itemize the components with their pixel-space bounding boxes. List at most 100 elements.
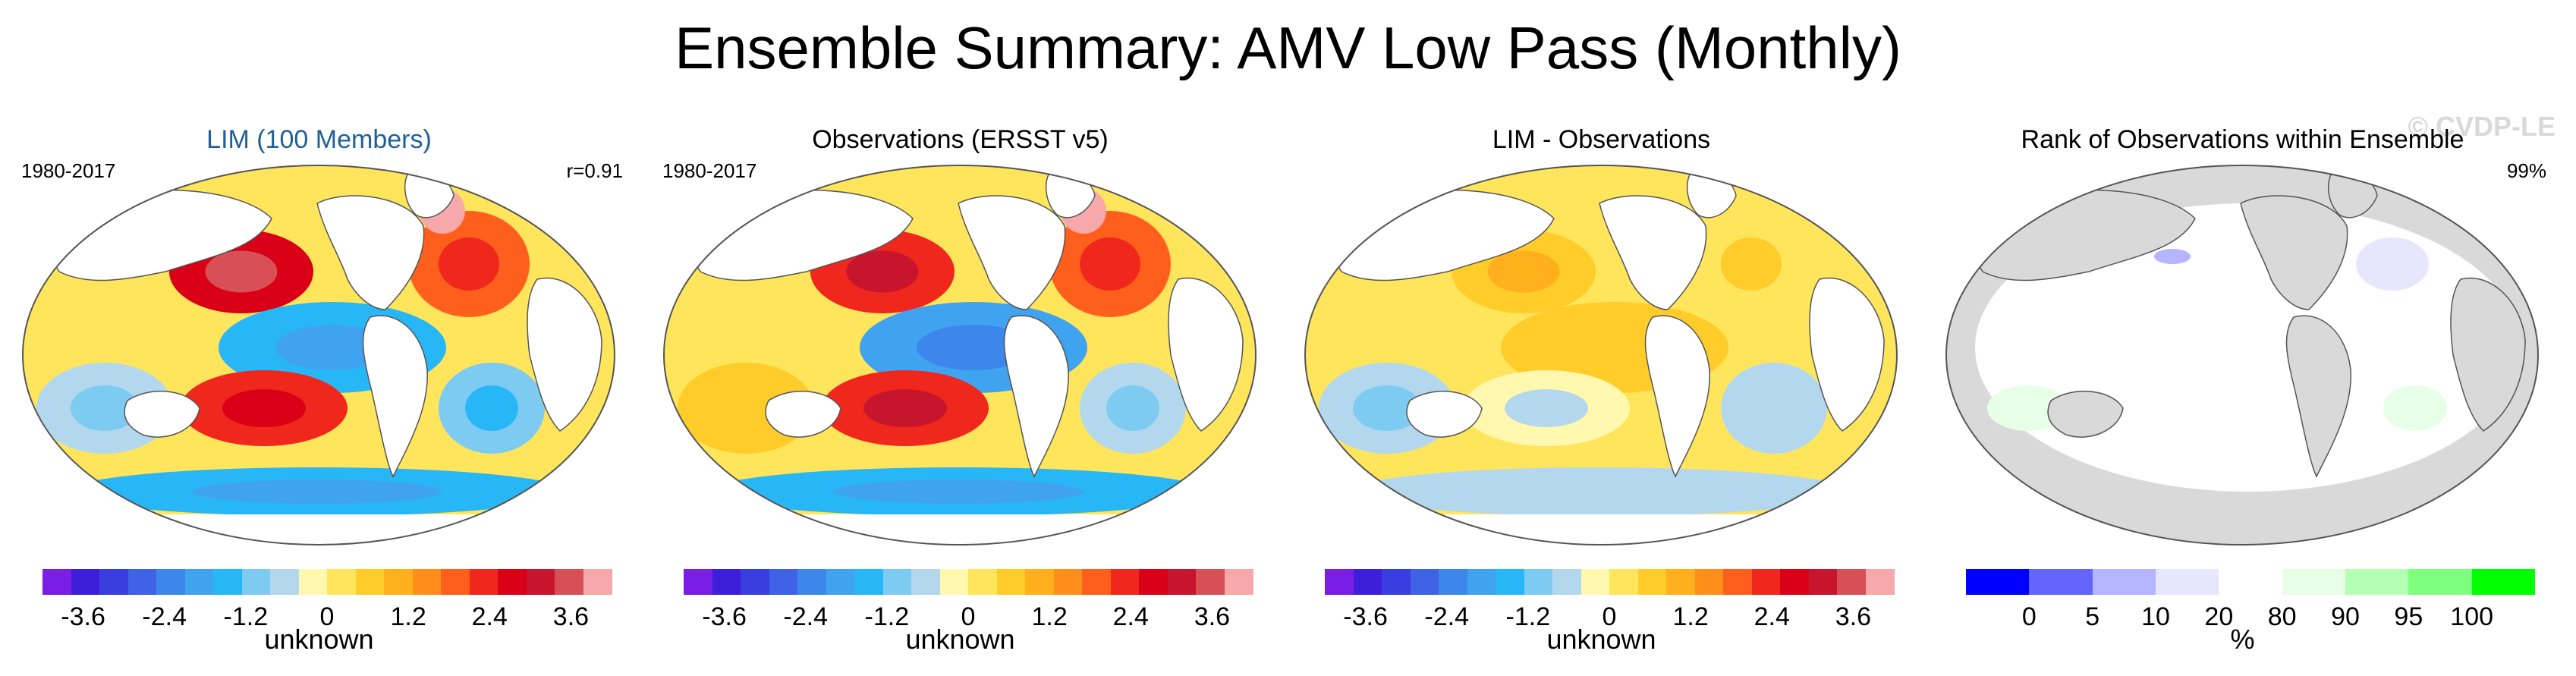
africa-land [527, 277, 602, 432]
colorbar-segment [939, 569, 969, 595]
region-core [1558, 325, 1672, 370]
colorbar-label: % [2230, 624, 2255, 655]
colorbar-segment [1382, 569, 1411, 595]
colorbar-tick-label: 2.4 [1112, 602, 1149, 631]
region-core [71, 385, 139, 431]
colorbar-segment [327, 569, 356, 595]
colorbar-segment [1053, 569, 1083, 595]
colorbar-tick-label: 2.4 [471, 602, 508, 631]
antarctica [1305, 514, 1897, 545]
australia-land [1406, 391, 1483, 438]
colorbar-segment [384, 569, 413, 595]
colorbar-tick-label: 5 [2085, 602, 2100, 631]
colorbar-segment [1666, 569, 1695, 595]
map-border [1945, 165, 2539, 546]
panel-title: LIM (100 Members) [206, 125, 432, 154]
colorbar-segment [1196, 569, 1225, 595]
map-border [22, 165, 615, 546]
map-lim [22, 165, 615, 546]
colorbar-segment [1966, 569, 2030, 595]
colorbar-segment [2282, 569, 2346, 595]
region-core [846, 250, 919, 293]
colorbar-segment [2471, 569, 2536, 595]
colorbar-segment [968, 569, 997, 595]
colorbar-tick-label: 0 [1602, 602, 1617, 631]
colorbar-segment [854, 569, 883, 595]
region-core [439, 237, 499, 291]
colorbar-segment [583, 569, 612, 595]
region-kuroshio [2154, 249, 2191, 264]
colorbar-tick-label: -2.4 [142, 602, 187, 631]
south-america-land [2285, 315, 2351, 478]
colorbar-segment [298, 569, 328, 595]
region-core [465, 385, 518, 431]
colorbar-segment [741, 569, 769, 595]
colorbar-segment [2029, 569, 2093, 595]
colorbar-segment [1751, 569, 1781, 595]
map-border [1304, 165, 1898, 546]
colorbar-segment [2345, 569, 2409, 595]
correlation-label: r=0.91 [566, 159, 623, 182]
region-core [1106, 385, 1159, 431]
map-difference [1304, 165, 1898, 546]
colorbar-segment [769, 569, 798, 595]
colorbar-tick-label: 95 [2394, 602, 2423, 631]
panel-title: LIM - Observations [1492, 125, 1711, 154]
colorbar-tick-label: 90 [2331, 602, 2360, 631]
colorbar-segment [882, 569, 912, 595]
australia-land [765, 391, 841, 438]
africa-land [1168, 277, 1244, 432]
colorbar-tick-label: -1.2 [1505, 602, 1551, 631]
region-core [712, 385, 780, 431]
map-observations [663, 165, 1257, 546]
colorbar-segment [469, 569, 499, 595]
colorbar-label: unknown [905, 624, 1015, 655]
colorbar-segment [1609, 569, 1638, 595]
colorbar-tick-label: 80 [2267, 602, 2297, 631]
colorbar-segment [1723, 569, 1752, 595]
colorbar-tick-label: 100 [2450, 602, 2494, 631]
colorbar-segment [213, 569, 242, 595]
colorbar-segment [1224, 569, 1253, 595]
colorbar-segment [1353, 569, 1382, 595]
region-core [205, 250, 278, 293]
colorbar-segment [1837, 569, 1866, 595]
panel-rank: © CVDP-LE Rank of Observations within En… [1930, 111, 2556, 675]
region-north-atlantic [2356, 237, 2429, 291]
colorbar: -3.6 -2.4 -1.2 0 1.2 2.4 3.6 [684, 569, 1253, 637]
australia-land [124, 391, 200, 438]
colorbar-segment [1780, 569, 1809, 595]
colorbar-segment [797, 569, 826, 595]
north-america-land [958, 195, 1066, 310]
region-core [1721, 237, 1782, 291]
colorbar-tick-label: -1.2 [223, 602, 269, 631]
south-america-land [362, 315, 428, 478]
region-core [833, 479, 1084, 504]
colorbar-segment [684, 569, 712, 595]
colorbar-tick-label: 2.4 [1754, 602, 1790, 631]
colorbar-label: unknown [264, 624, 374, 655]
map-rank [1945, 165, 2539, 546]
colorbar-segment [1410, 569, 1439, 595]
map-border [663, 165, 1257, 546]
period-label: 1980-2017 [21, 159, 116, 182]
panel-observations: Observations (ERSST v5) 1980-2017 -3.6 -2… [647, 114, 1273, 675]
colorbar: -3.6 -2.4 -1.2 0 1.2 2.4 3.6 [42, 569, 612, 637]
colorbar-segment [1865, 569, 1895, 595]
region-core [1474, 479, 1725, 504]
colorbar-tick-label: 0 [319, 602, 335, 631]
colorbar-tick-label: -2.4 [783, 602, 828, 631]
colorbar-tick-label: 10 [2141, 602, 2170, 631]
panel-lim: LIM (100 Members) 1980-2017 r=0.91 -3.6-… [6, 114, 632, 675]
north-america-land [1599, 195, 1707, 310]
colorbar-segment [355, 569, 385, 595]
panel-title: Observations (ERSST v5) [812, 125, 1109, 154]
colorbar-segment [42, 569, 71, 595]
colorbar-tick-label: 1.2 [390, 602, 426, 631]
panel-difference: LIM - Observations -3.6 -2.4 -1.2 0 1.2 2.4 3.… [1288, 114, 1914, 675]
colorbar-label: unknown [1546, 624, 1656, 655]
north-america-land [316, 195, 425, 310]
colorbar: -3.6 -2.4 -1.2 0 1.2 2.4 3.6 [1325, 569, 1895, 637]
north-america-land [2240, 195, 2348, 310]
region-south-atlantic [2383, 385, 2447, 431]
